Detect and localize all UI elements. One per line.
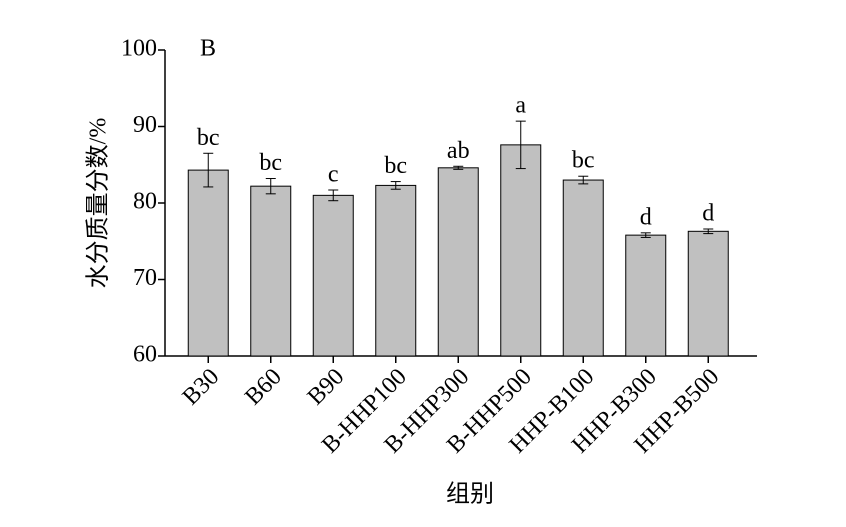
bar	[375, 184, 417, 357]
bar	[250, 185, 292, 357]
significance-letter: bc	[259, 150, 282, 176]
significance-letter: d	[640, 204, 652, 230]
bar	[562, 179, 604, 357]
significance-letter: bc	[572, 148, 595, 174]
x-tick-label: B90	[303, 364, 350, 411]
significance-letter: d	[702, 201, 714, 227]
panel-label: B	[200, 36, 216, 62]
y-tick-label: 90	[133, 112, 157, 138]
bar	[500, 144, 542, 357]
significance-letter: a	[515, 93, 526, 119]
y-tick-label: 80	[133, 189, 157, 215]
x-axis-label: 组别	[446, 481, 494, 508]
x-tick-label: B30	[178, 364, 225, 411]
bar	[687, 230, 729, 357]
bar	[312, 194, 354, 357]
y-tick-label: 70	[133, 265, 157, 291]
y-tick-label: 100	[121, 36, 157, 62]
y-tick-label: 60	[133, 342, 157, 368]
x-tick-label: B60	[240, 364, 287, 411]
y-axis-label: 水分质量分数/%	[85, 118, 112, 289]
bar	[437, 167, 479, 357]
significance-letter: ab	[447, 138, 470, 164]
significance-letter: bc	[197, 125, 220, 151]
significance-letter: bc	[384, 153, 407, 179]
bar	[187, 169, 229, 357]
bar	[625, 234, 667, 357]
significance-letter: c	[328, 161, 339, 187]
